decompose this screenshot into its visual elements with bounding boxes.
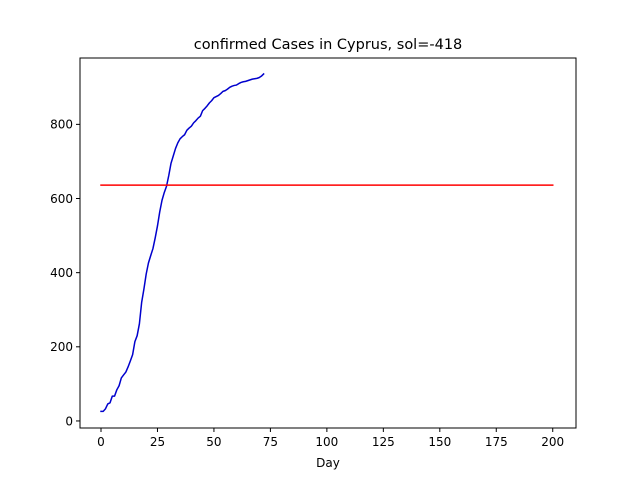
y-tick-label: 600 <box>50 192 73 206</box>
x-tick-label: 175 <box>485 435 508 449</box>
x-tick-label: 200 <box>541 435 564 449</box>
x-tick-label: 125 <box>372 435 395 449</box>
y-tick-label: 800 <box>50 118 73 132</box>
x-axis-label: Day <box>316 456 340 470</box>
axes-frame <box>79 57 577 429</box>
x-tick-label: 100 <box>315 435 338 449</box>
x-tick-label: 0 <box>97 435 105 449</box>
x-tick-label: 50 <box>206 435 221 449</box>
chart-title: confirmed Cases in Cyprus, sol=-418 <box>194 37 463 53</box>
series-line-0 <box>100 72 265 413</box>
x-tick-label: 75 <box>263 435 278 449</box>
y-tick-label: 400 <box>50 266 73 280</box>
x-tick-label: 25 <box>150 435 165 449</box>
y-tick-label: 200 <box>50 340 73 354</box>
y-tick-label: 0 <box>65 414 73 428</box>
x-tick-label: 150 <box>428 435 451 449</box>
